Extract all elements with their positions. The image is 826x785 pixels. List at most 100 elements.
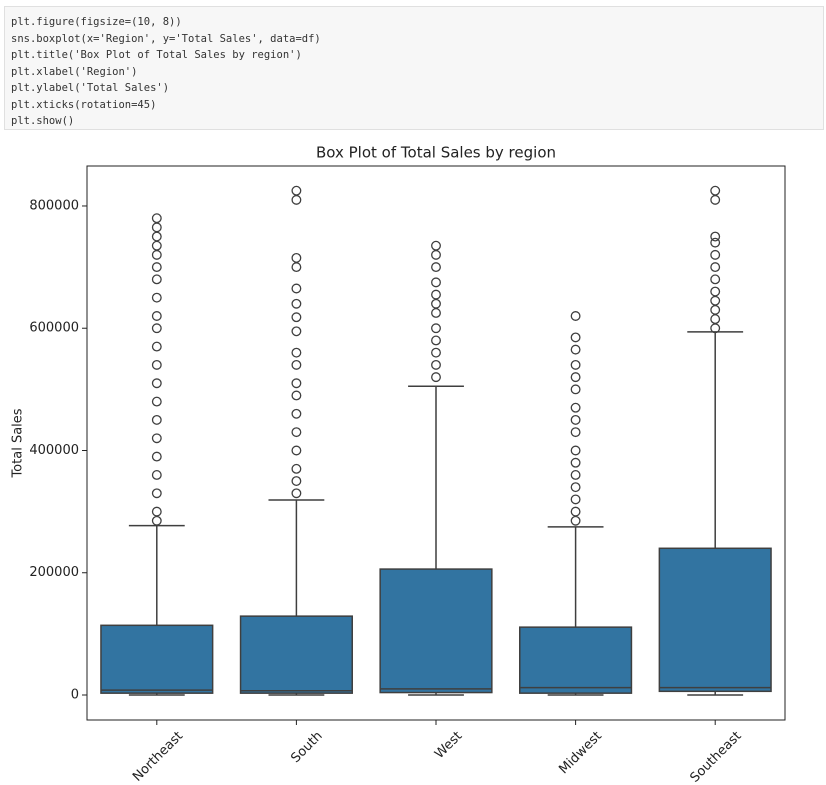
code-line: sns.boxplot(x='Region', y='Total Sales',… [11,32,321,45]
outlier [710,185,721,196]
outlier [431,262,441,273]
outlier [431,372,441,383]
outlier [151,249,162,260]
outlier [291,359,302,370]
outlier [151,292,162,303]
x-tick-label: West [432,729,465,762]
outlier [291,445,302,456]
outlier [570,384,581,395]
outlier [431,335,441,346]
x-tick-label: South [288,729,325,766]
outlier [570,344,581,355]
outlier [291,378,302,389]
outlier [710,314,721,325]
outlier [570,359,581,370]
outlier [710,304,721,315]
outlier [151,378,162,389]
y-axis-label: Total Sales [11,408,26,478]
outlier [431,249,441,260]
outlier [570,482,581,493]
x-tick-label: Northeast [130,729,186,785]
outlier [151,341,162,352]
code-line: plt.xticks(rotation=45) [11,98,157,111]
outlier [710,295,721,306]
outlier [151,506,162,517]
y-tick-label: 200000 [29,565,79,580]
outlier [710,323,721,334]
outlier [291,312,302,323]
outlier [710,262,721,273]
outlier [151,488,162,499]
outlier [291,262,302,273]
outlier [570,469,581,480]
y-tick-label: 600000 [29,321,79,336]
box [519,626,633,694]
outlier [151,359,162,370]
outlier [151,515,162,526]
outlier [570,494,581,505]
outlier [431,308,441,318]
code-line: plt.title('Box Plot of Total Sales by re… [11,49,302,61]
outlier [291,347,302,358]
outlier [570,506,581,517]
outlier [291,298,302,309]
outlier [291,252,302,263]
outlier [710,237,721,248]
code-line: plt.xlabel('Region') [11,65,138,78]
outlier [431,359,441,370]
outlier [151,213,162,224]
outlier [570,427,581,438]
outlier [291,463,302,474]
outlier [151,323,162,334]
outlier [151,396,162,407]
outlier [151,222,162,233]
outlier [151,469,162,480]
outlier [710,249,721,260]
outlier [570,372,581,383]
x-tick-label: Midwest [556,729,605,778]
code-cell[interactable]: plt.figure(figsize=(10, 8)) sns.boxplot(x… [4,6,824,130]
y-tick-label: 0 [71,687,79,702]
outlier [570,414,581,425]
code-line: plt.show() [11,115,75,127]
outlier [710,194,721,205]
box [379,568,493,694]
outlier [570,311,581,321]
outlier [291,326,302,337]
outlier [291,488,302,499]
outlier [570,402,581,413]
outlier [151,274,162,285]
box [100,624,214,694]
outlier [570,445,581,456]
outlier [291,194,302,205]
outlier [431,298,441,309]
code-line: plt.ylabel('Total Sales') [11,82,170,94]
outlier [570,332,581,343]
outlier [151,231,162,242]
outlier [151,240,162,251]
code-line: plt.figure(figsize=(10, 8)) [11,16,182,28]
chart-title: Box Plot of Total Sales by region [316,144,556,162]
outlier [291,427,302,438]
box [658,547,772,693]
outlier [291,408,302,419]
x-tick-label: Southeast [687,729,744,785]
outlier [291,283,302,294]
outlier [291,476,302,487]
box [239,615,353,694]
outlier [710,286,721,297]
outlier [431,240,441,251]
outlier [151,433,162,444]
outlier [291,185,302,196]
outlier [151,414,162,425]
outlier [151,262,162,273]
y-tick-label: 800000 [29,198,79,213]
outlier [570,457,581,468]
outlier [431,289,441,300]
outlier [570,515,581,526]
outlier [151,311,162,321]
outlier [431,277,441,288]
y-tick-label: 400000 [29,443,79,458]
